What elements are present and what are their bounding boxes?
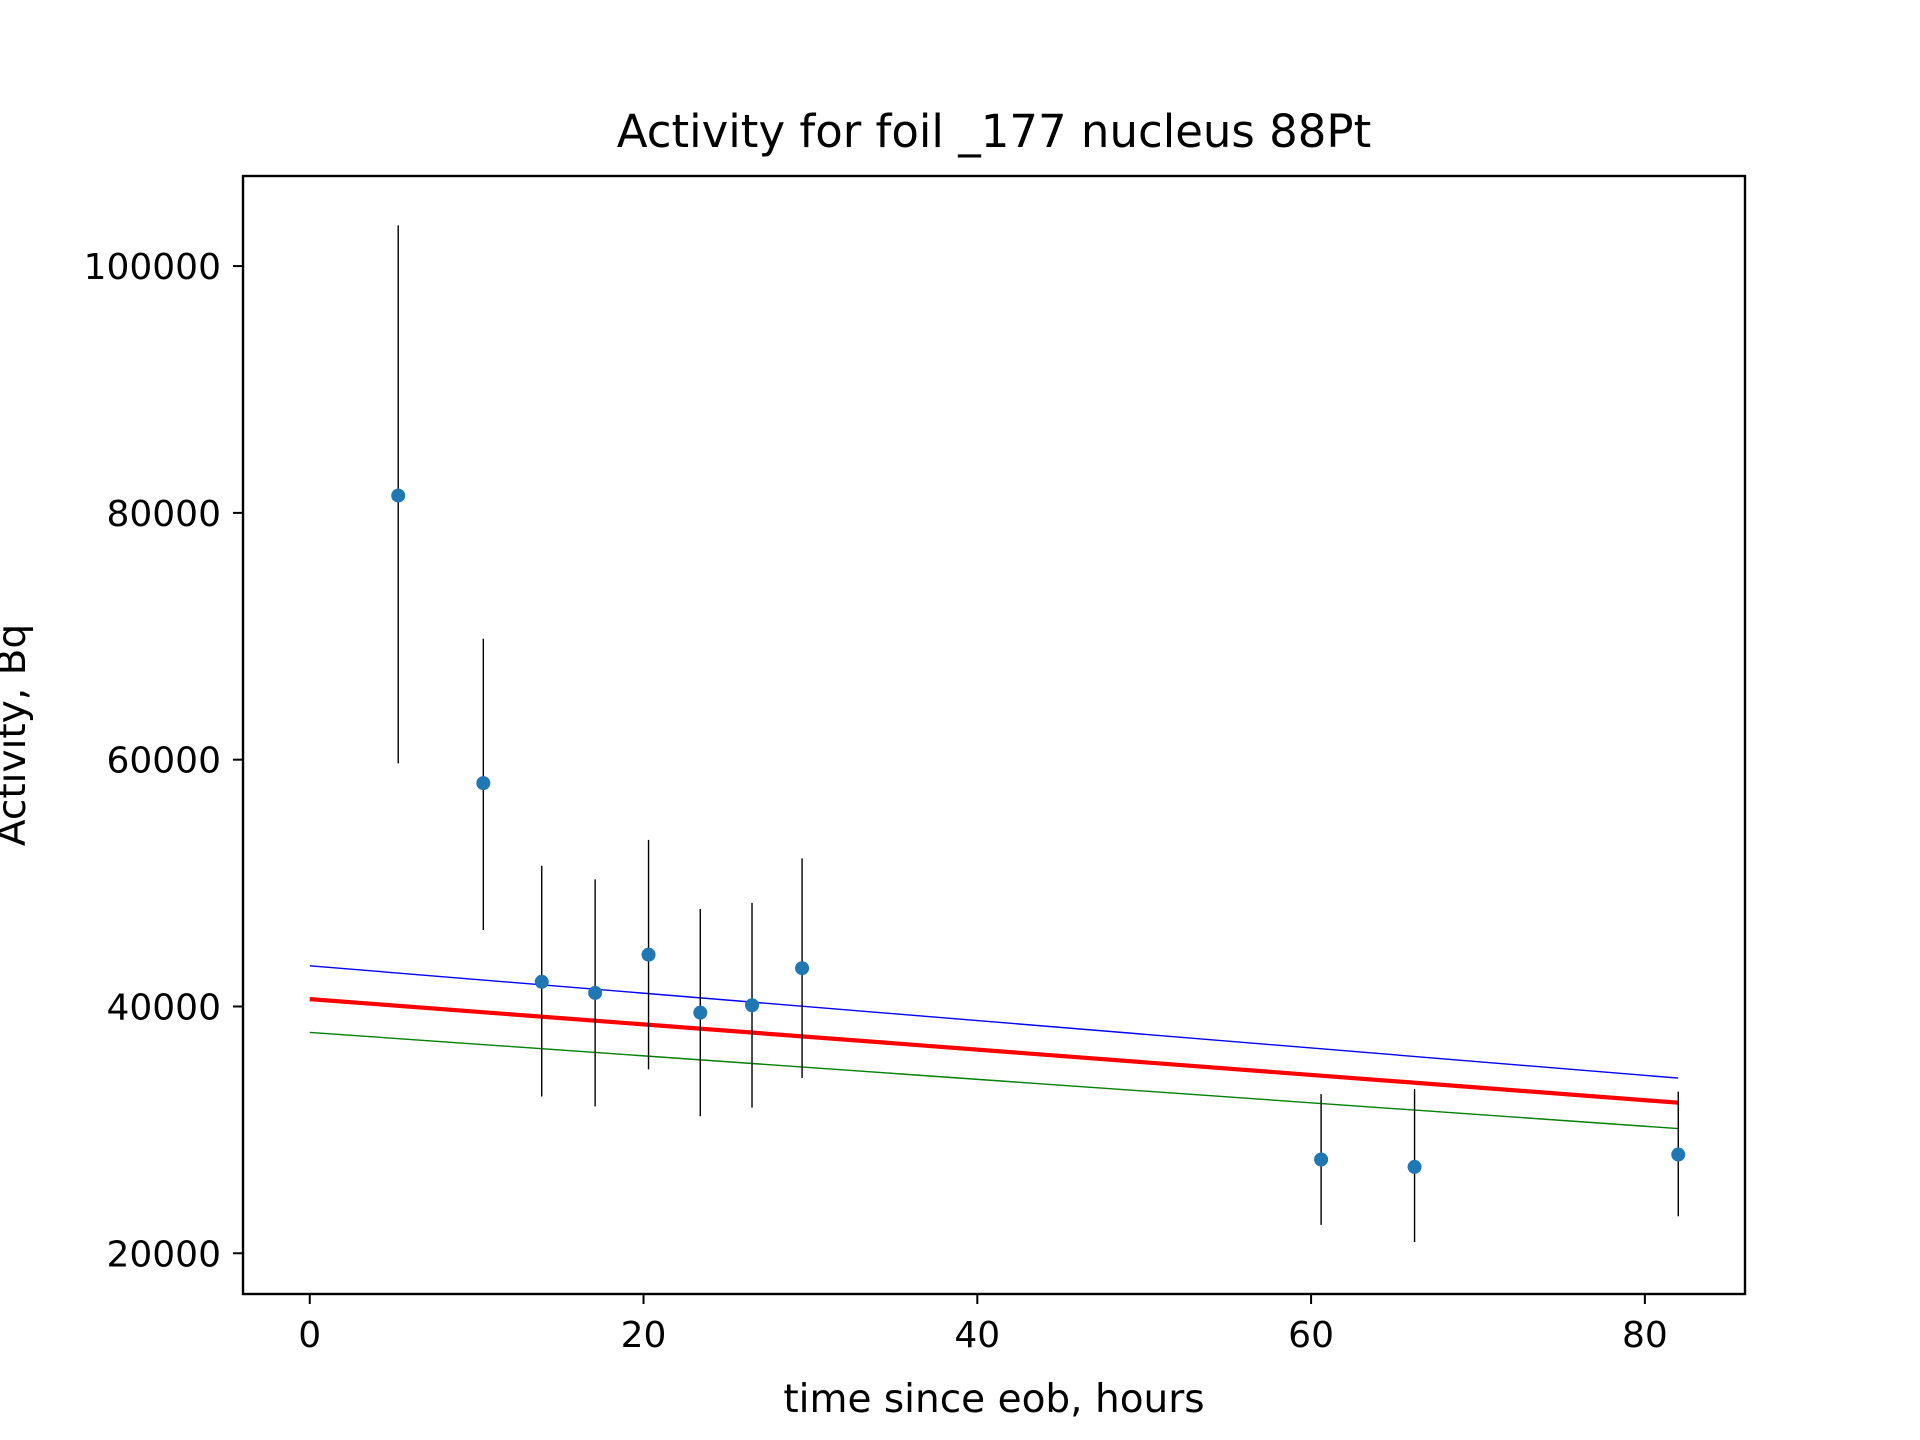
data-point-9 — [1314, 1152, 1329, 1167]
x-axis-label: time since eob, hours — [783, 1377, 1204, 1422]
data-point-8 — [795, 961, 810, 976]
x-tick-label: 40 — [954, 1315, 1000, 1356]
x-tick-label: 80 — [1622, 1315, 1668, 1356]
data-point-10 — [1407, 1159, 1422, 1174]
y-tick-label: 20000 — [106, 1234, 221, 1275]
data-point-6 — [693, 1005, 708, 1020]
x-axis: 0 20 40 60 80 — [298, 1294, 1668, 1356]
data-point-2 — [476, 776, 491, 791]
fit-line-2 — [309, 997, 1679, 1105]
y-tick-label: 40000 — [106, 987, 221, 1028]
x-tick-label: 0 — [298, 1315, 321, 1356]
fit-line-3 — [309, 1031, 1679, 1130]
data-point-5 — [641, 947, 656, 962]
x-tick-label: 60 — [1288, 1315, 1334, 1356]
data-point-3 — [534, 974, 549, 989]
x-tick-label: 20 — [621, 1315, 667, 1356]
plot-layer — [309, 225, 1686, 1243]
data-point-7 — [745, 998, 760, 1013]
axes-frame — [241, 174, 1747, 1296]
chart-title: Activity for foil _177 nucleus 88Pt — [617, 105, 1371, 158]
y-tick-label: 100000 — [84, 247, 221, 288]
data-point-11 — [1671, 1147, 1686, 1162]
data-point-1 — [391, 488, 406, 503]
y-axis-label: Activity, Bq — [0, 624, 35, 846]
y-axis: 20000 40000 60000 80000 100000 — [84, 247, 243, 1275]
y-tick-label: 60000 — [106, 741, 221, 782]
data-point-4 — [588, 985, 603, 1000]
y-tick-label: 80000 — [106, 494, 221, 535]
